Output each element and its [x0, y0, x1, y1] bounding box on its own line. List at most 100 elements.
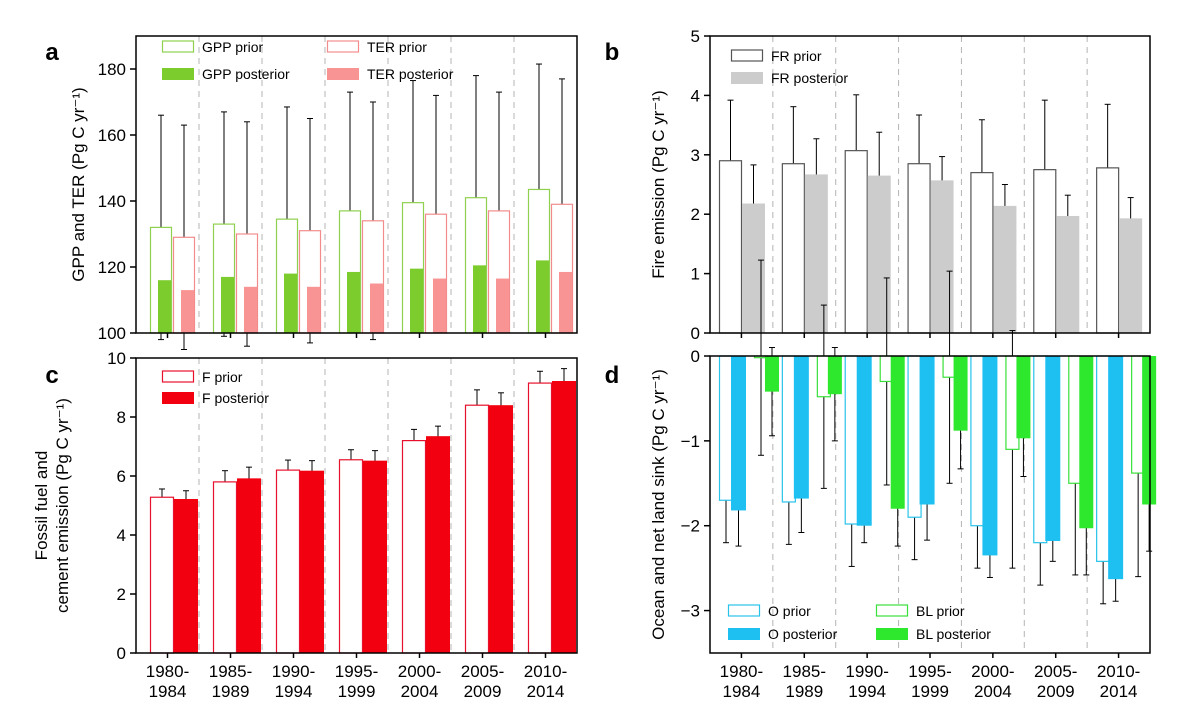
y-tick-label: 4 [691, 86, 700, 105]
bar-o-prior [1096, 355, 1111, 562]
y-axis-label-line: Ocean and net land sink (Pg C yr⁻¹) [649, 369, 668, 640]
y-tick-label: 6 [117, 467, 126, 486]
legend-swatch [731, 72, 763, 84]
bar-fr-posterior [993, 205, 1017, 333]
bar-fr-prior [844, 150, 868, 334]
y-tick-label: 4 [117, 526, 126, 545]
bar-gpp-posterior [221, 276, 234, 333]
bar-f-posterior [300, 470, 324, 653]
bar-ter-posterior [433, 278, 446, 333]
y-tick-label: 2 [117, 585, 126, 604]
legend-swatch [161, 370, 195, 383]
legend-label: FR posterior [771, 70, 848, 86]
panel-letter: d [605, 362, 620, 389]
x-tick-label: 2010-2014 [1097, 662, 1140, 701]
bar-fr-prior [1033, 169, 1057, 334]
panel-letter: a [45, 39, 59, 66]
bar-gpp-posterior [347, 271, 360, 333]
bar-f-prior [464, 404, 490, 654]
bar-f-prior [338, 459, 364, 654]
y-tick-label: −1 [681, 432, 700, 451]
bar-f-posterior [552, 381, 576, 653]
legend-label: O prior [768, 603, 811, 619]
bar-ter-posterior [559, 271, 572, 333]
legend-label: BL posterior [916, 626, 991, 642]
y-tick-label: 120 [98, 258, 126, 277]
bar-ter-posterior [496, 278, 509, 333]
bar-gpp-posterior [536, 260, 549, 333]
legend: GPP prior GPP posterior TER prior TER poste… [161, 39, 454, 82]
bar-gpp-posterior [158, 280, 171, 333]
panel-a: a 100 120 140 160 180 GPP and TER (Pg C yr⁻¹) G… [45, 35, 578, 350]
y-tick-label: 160 [98, 126, 126, 145]
bar-ter-posterior [307, 286, 320, 333]
legend: F prior F posterior [161, 369, 269, 406]
legend: FR prior FR posterior [730, 48, 848, 86]
y-tick-label: 0 [117, 644, 126, 663]
bar-o-prior [907, 355, 922, 518]
y-tick-label: 5 [691, 27, 700, 46]
bar-gpp-posterior [410, 268, 423, 333]
bar-fr-prior [781, 163, 805, 334]
y-axis-label: GPP and TER (Pg C yr⁻¹) [69, 87, 88, 281]
bar-bl-posterior [953, 356, 968, 431]
x-tick-label-line: 2000- [398, 662, 441, 681]
bar-o-posterior [856, 356, 872, 526]
legend-swatch [875, 604, 909, 617]
x-tick-label-line: 1999 [911, 682, 949, 701]
bar-fr-posterior [804, 174, 828, 333]
legend-swatch [730, 49, 764, 62]
legend-swatch [728, 628, 760, 640]
bar-o-posterior [731, 356, 746, 511]
legend-swatch [162, 392, 194, 404]
x-tick-label: 2005-2009 [1034, 662, 1077, 701]
x-tick-label: 1985-1989 [783, 662, 826, 701]
y-axis-label-line: Fossil fuel and [32, 451, 51, 561]
x-tick-label-line: 1984 [723, 682, 761, 701]
legend-label: GPP posterior [202, 66, 290, 82]
bar-ter-posterior [370, 283, 383, 333]
bar-fr-posterior [1056, 215, 1080, 333]
bar-f-prior [401, 440, 427, 654]
bar-o-prior [718, 355, 734, 501]
bar-o-posterior [982, 356, 998, 556]
bar-fr-posterior [1119, 218, 1143, 333]
bar-bl-posterior [1079, 356, 1094, 529]
x-tick-label-line: 1994 [848, 682, 886, 701]
x-tick-label: 1995-1999 [335, 662, 378, 701]
bar-fr-posterior [930, 180, 954, 333]
legend-label: O posterior [768, 626, 838, 642]
x-tick-label-line: 1980- [146, 662, 189, 681]
bar-bl-posterior [827, 356, 842, 395]
y-axis-label-line: cement emission (Pg C yr⁻¹) [53, 398, 72, 613]
legend-label: TER prior [367, 39, 427, 55]
x-tick-label-line: 1984 [149, 682, 187, 701]
bar-o-posterior [1108, 356, 1124, 580]
panel-d: d −3 −2 −1 0 1980-1984 1985-1989 1990-1994 1995-… [605, 259, 1157, 701]
x-tick-label-line: 1985- [783, 662, 826, 681]
y-tick-label: 0 [691, 347, 700, 366]
y-tick-label: 140 [98, 192, 126, 211]
panel-b: b 0 1 2 3 4 5 Fire emission (Pg C yr⁻¹) FR prior… [605, 27, 1151, 343]
legend-swatch [162, 68, 194, 80]
bar-bl-posterior [765, 356, 779, 392]
bar-f-prior [149, 496, 175, 654]
bar-ter-posterior [244, 286, 257, 333]
x-tick-label-line: 2004 [401, 682, 439, 701]
x-tick-label-line: 2010- [524, 662, 567, 681]
bar-bl-posterior [1016, 356, 1031, 439]
x-tick-label: 2010-2014 [524, 662, 567, 701]
bar-f-posterior [426, 436, 450, 653]
bar-fr-posterior [867, 175, 891, 333]
y-axis-label-line: Fire emission (Pg C yr⁻¹) [649, 90, 668, 278]
y-axis-label: Fossil fuel and cement emission (Pg C yr⁻… [32, 398, 72, 613]
bar-o-prior [970, 355, 985, 527]
bar-fr-prior [1096, 167, 1120, 334]
bar-o-posterior [919, 356, 935, 505]
x-tick-label-line: 1989 [785, 682, 823, 701]
legend-label: BL prior [916, 603, 965, 619]
legend-label: FR prior [771, 48, 822, 64]
bar-f-posterior [363, 460, 387, 653]
bar-o-prior [844, 355, 859, 525]
x-tick-label-line: 1995- [335, 662, 378, 681]
